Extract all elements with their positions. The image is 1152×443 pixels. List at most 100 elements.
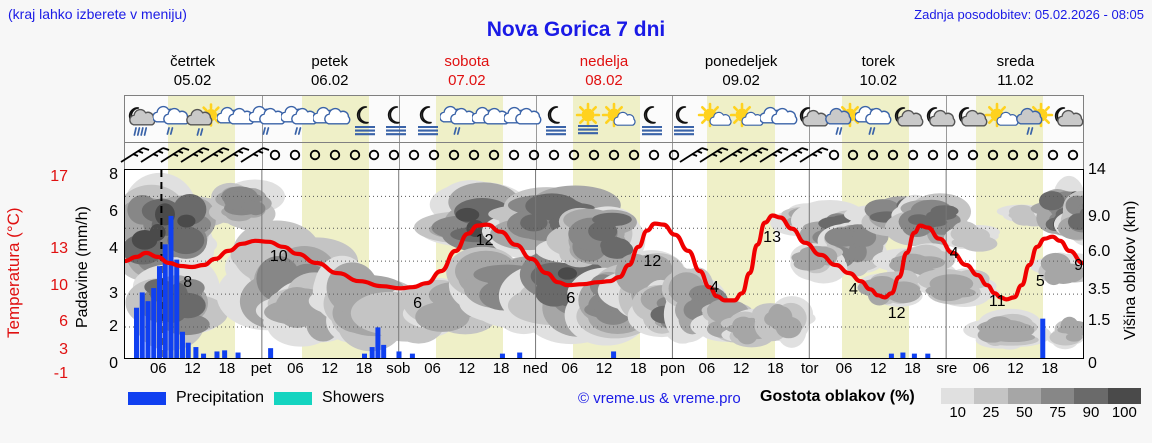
time-label-26: 18 (1041, 360, 1059, 377)
time-label-17: 12 (732, 360, 750, 377)
cloud-density-tick-1: 25 (982, 404, 1000, 421)
time-label-12: 06 (561, 360, 579, 377)
precipitation-bar-19 (381, 344, 387, 358)
day-divider-6 (946, 143, 948, 169)
temperature-value-label-8: 4 (849, 281, 858, 299)
moon-cloud-icon (919, 97, 959, 141)
temperature-value-label-9: 12 (887, 305, 906, 323)
cloud-density-legend-title: Gostota oblakov (%) (760, 388, 915, 405)
cloud-density-tick-4: 90 (1082, 404, 1100, 421)
precipitation-tick-0: 8 (109, 166, 118, 183)
time-label-19: tor (800, 360, 819, 377)
day-date: 07.02 (448, 72, 486, 89)
precipitation-bar-11 (201, 353, 207, 358)
day-column-3: nedelja 08.02 (535, 52, 672, 92)
wind-calm-icon (494, 143, 534, 169)
day-date: 09.02 (722, 72, 760, 89)
wind-barb-icon (774, 143, 814, 169)
temperature-value-label-11: 11 (988, 293, 1006, 311)
wind-calm-icon (993, 143, 1033, 169)
precipitation-tick-1: 6 (109, 203, 118, 220)
moon-fog-icon (536, 97, 576, 141)
precipitation-tick-3: 3 (109, 285, 118, 302)
wind-calm-icon (255, 143, 295, 169)
day-divider-2 (398, 96, 400, 142)
precipitation-bar-20 (396, 351, 402, 358)
day-column-5: torek 10.02 (810, 52, 947, 92)
wind-calm-icon (634, 143, 674, 169)
time-label-23: sre (936, 360, 958, 377)
precipitation-bar-15 (268, 348, 274, 358)
wind-calm-icon (594, 143, 634, 169)
precipitation-bar-17 (369, 347, 375, 358)
sun-cloud-icon (600, 97, 640, 141)
wind-barb-icon (734, 143, 774, 169)
cloud-density-colorbar-labels: 10 25 50 75 90 100 (941, 404, 1141, 422)
precipitation-bar-1 (139, 292, 145, 358)
cloud-density-swatch-3 (1040, 388, 1075, 404)
day-name: petek (311, 53, 349, 70)
moon-cloud-icon (792, 97, 832, 141)
moon-cloud-icon (951, 97, 991, 141)
temperature-value-label-3: 12 (475, 231, 494, 249)
precipitation-bar-5 (162, 244, 168, 358)
cloud-height-tick-1: 9.0 (1088, 208, 1111, 225)
wind-calm-icon (374, 143, 414, 169)
precipitation-swatch (128, 391, 166, 405)
time-axis: 06 12 18 pet 06 12 18 sob 06 12 18 ned 06 12 18 pon 06 12… (124, 360, 1084, 380)
wind-barb-icon (674, 143, 714, 169)
time-label-21: 12 (869, 360, 887, 377)
wind-calm-icon (315, 143, 355, 169)
precipitation-bar-22 (499, 353, 505, 358)
cloud-density-tick-5: 100 (1111, 404, 1137, 421)
wind-calm-icon (1033, 143, 1073, 169)
time-label-10: 18 (492, 360, 510, 377)
sun-cloud-drizzle-icon (1015, 97, 1055, 141)
precipitation-bar-12 (214, 351, 220, 358)
cloud-icon (216, 97, 257, 141)
temperature-tick-5: -1 (53, 365, 68, 382)
cloud-height-tick-2: 6.0 (1088, 243, 1111, 260)
time-label-4: 06 (287, 360, 304, 377)
wind-calm-icon (933, 143, 973, 169)
wind-calm-icon (534, 143, 574, 169)
temperature-value-label-13: 9 (1074, 256, 1084, 274)
day-column-0: četrtek 05.02 (124, 52, 261, 92)
time-label-18: 18 (767, 360, 784, 377)
moon-cloud-icon (1047, 97, 1087, 141)
day-date: 05.02 (173, 72, 212, 89)
temperature-tick-0: 17 (50, 168, 68, 185)
wind-calm-icon (394, 143, 434, 169)
day-date: 10.02 (859, 72, 898, 89)
day-name: torek (861, 53, 895, 70)
cloud-density-swatch-0 (941, 388, 975, 404)
wind-calm-icon (514, 143, 554, 169)
wind-barb-icon (794, 143, 834, 169)
precipitation-bar-16 (362, 353, 367, 358)
wind-calm-icon (1053, 143, 1093, 169)
temperature-value-label-5: 12 (643, 252, 662, 270)
time-label-7: sob (386, 360, 411, 377)
wind-calm-icon (454, 143, 494, 169)
precipitation-bar-7 (174, 259, 180, 358)
precipitation-bar-25 (888, 353, 894, 358)
cloud-height-tick-4: 1.5 (1088, 312, 1111, 329)
time-label-9: 12 (458, 360, 476, 377)
day-name: ponedeljek (704, 53, 778, 70)
time-label-2: 18 (218, 360, 236, 377)
wind-calm-icon (574, 143, 614, 169)
moon-fog-icon (408, 97, 448, 141)
day-name: sobota (444, 53, 490, 70)
cloud-drizzle-icon (855, 97, 895, 141)
wind-calm-icon (414, 143, 454, 169)
day-name: sreda (996, 53, 1035, 70)
moon-fog-icon (632, 97, 672, 141)
day-date: 06.02 (310, 72, 349, 89)
time-label-16: 06 (698, 360, 716, 377)
moon-fog-icon (345, 97, 385, 141)
moon-fog-icon (376, 97, 416, 141)
time-label-24: 06 (972, 360, 990, 377)
day-date: 11.02 (997, 72, 1034, 89)
menu-hint-text: (kraj lahko izberete v meniju) (8, 6, 187, 22)
wind-calm-icon (873, 143, 913, 169)
